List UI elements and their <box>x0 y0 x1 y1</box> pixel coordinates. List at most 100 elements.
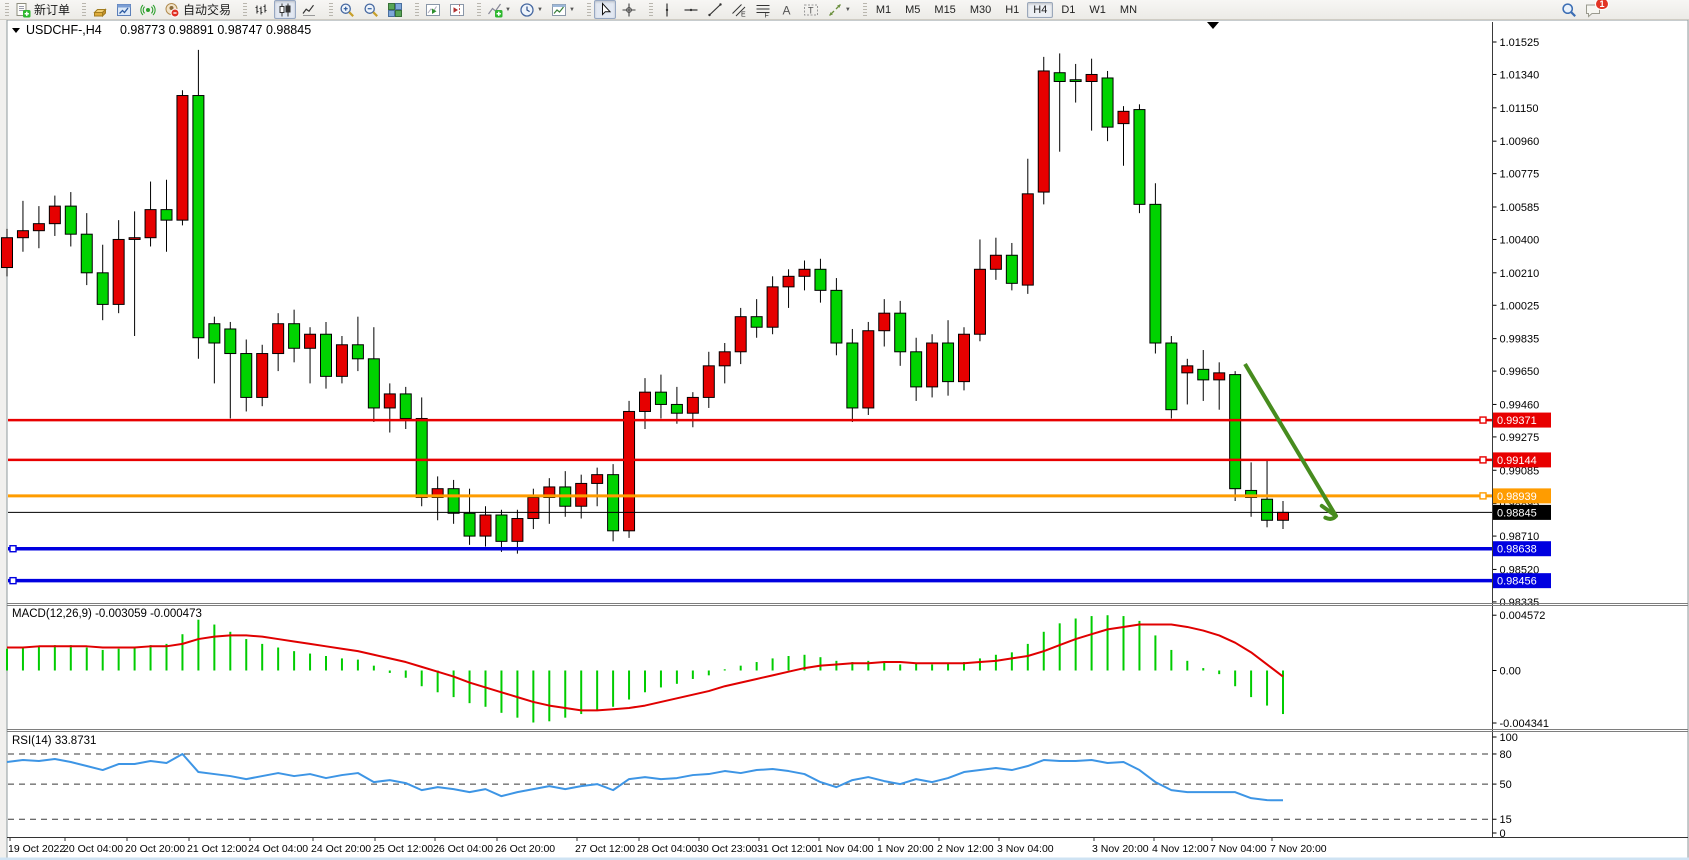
line-chart-button[interactable] <box>298 0 320 19</box>
collapse-chart-icon[interactable] <box>12 28 20 33</box>
chart-canvas[interactable]: 1.01525 1.01340 1.01150 1.00960 1.00775 1.005… <box>0 19 1689 860</box>
price-tick-label: 0.99650 <box>1500 366 1540 378</box>
line-anchor-handle[interactable] <box>1479 416 1487 424</box>
time-tick-label: 26 Oct 04:00 <box>433 843 493 855</box>
toolbar-grip[interactable] <box>5 2 9 17</box>
templates-button[interactable]: ▼ <box>548 0 578 19</box>
line-anchor-handle[interactable] <box>1479 456 1487 464</box>
indicators-button[interactable]: ▼ <box>484 0 514 19</box>
charts-window-button[interactable] <box>113 0 135 19</box>
price-tick-label: 0.99085 <box>1500 465 1540 477</box>
macd-scale-label: 0.00 <box>1500 666 1521 678</box>
notifications-button[interactable]: 1 <box>1582 0 1609 19</box>
signals-button[interactable] <box>137 0 159 19</box>
time-tick-label: 7 Nov 04:00 <box>1210 843 1267 855</box>
toolbar-group <box>582 0 644 19</box>
fibonacci-button[interactable]: F <box>752 0 774 19</box>
candle-body <box>367 358 380 409</box>
timeframe-h1[interactable]: H1 <box>1005 3 1020 16</box>
zoom-out-button[interactable] <box>360 0 382 19</box>
timeframe-w1[interactable]: W1 <box>1089 3 1106 16</box>
badge-text: 0.98939 <box>1497 491 1537 503</box>
time-tick-label: 19 Oct 2022 <box>8 843 65 855</box>
line-anchor-handle[interactable] <box>1479 492 1487 500</box>
notification-count-badge: 1 <box>1595 0 1609 10</box>
time-tick-label: 25 Oct 12:00 <box>373 843 433 855</box>
toolbar-group: 新订单 <box>0 0 77 19</box>
horizontal-line-button[interactable] <box>680 0 702 19</box>
line-anchor-handle[interactable] <box>9 545 17 553</box>
zoom-in-icon <box>340 2 355 17</box>
price-tick-label: 1.00025 <box>1500 300 1540 312</box>
price-tick-label: 1.00960 <box>1500 136 1540 148</box>
rsi-scale-label: 0 <box>1500 828 1506 840</box>
vertical-line-button[interactable] <box>656 0 678 19</box>
line-anchor-handle[interactable] <box>9 576 17 585</box>
candle-body <box>1165 342 1178 411</box>
new-order-button[interactable]: 新订单 <box>12 0 73 19</box>
timeframe-mn[interactable]: MN <box>1119 3 1138 16</box>
toolbar-grip[interactable] <box>477 2 482 17</box>
toolbar-grip[interactable] <box>586 2 591 17</box>
chart-shift-marker[interactable] <box>1207 22 1219 29</box>
auto-scroll-icon <box>426 3 441 16</box>
candle-chart-button[interactable] <box>274 0 297 19</box>
badge-text: 0.98456 <box>1497 576 1537 588</box>
toolbar-grip[interactable] <box>648 2 653 17</box>
market-watch-button[interactable] <box>89 0 111 19</box>
chart-shift-button[interactable] <box>446 0 468 19</box>
candle-body <box>32 223 45 232</box>
toolbar-grip[interactable] <box>329 2 334 17</box>
toolbar-grip[interactable] <box>415 2 420 17</box>
candle-body <box>846 342 859 409</box>
time-tick-label: 24 Oct 20:00 <box>311 843 371 855</box>
trendline-button[interactable] <box>704 0 726 19</box>
candle-body <box>80 233 93 274</box>
timeframe-m5[interactable]: M5 <box>905 3 921 16</box>
toolbar-grip[interactable] <box>243 2 248 17</box>
auto-scroll-button[interactable] <box>422 0 444 19</box>
timeframe-m1[interactable]: M1 <box>875 3 892 16</box>
text-button[interactable]: A <box>776 0 798 19</box>
arrow-line-object[interactable] <box>1243 362 1338 518</box>
toolbar-grip[interactable] <box>82 2 87 17</box>
price-tick-label: 1.01525 <box>1500 37 1540 49</box>
text-label-button[interactable]: T <box>800 0 822 19</box>
channel-icon: E <box>732 3 746 18</box>
symbol-period-label: USDCHF-,H4 <box>26 23 102 37</box>
candle-body <box>1261 498 1274 521</box>
equidistant-channel-button[interactable]: E <box>728 0 750 19</box>
badge-bg <box>1493 573 1551 589</box>
bar-chart-button[interactable] <box>250 0 272 19</box>
price-tick-label: 1.00210 <box>1500 268 1540 280</box>
svg-text:A: A <box>782 3 790 17</box>
candle-body <box>926 342 939 388</box>
chart-window[interactable] <box>6 19 1689 859</box>
timeframe-d1[interactable]: D1 <box>1061 3 1076 16</box>
autotrading-button[interactable]: 自动交易 <box>161 0 234 19</box>
toolbar-group <box>324 0 410 19</box>
badge-text: 0.98845 <box>1497 507 1537 519</box>
crosshair-button[interactable] <box>618 0 640 19</box>
candle-body <box>942 342 955 383</box>
candle-body <box>830 289 843 344</box>
candle-body <box>1197 368 1210 381</box>
search-button[interactable] <box>1558 0 1580 19</box>
macd-scale-label: -0.004341 <box>1500 718 1550 730</box>
toolbar-grip[interactable] <box>862 2 867 17</box>
main-toolbar: 新订单 自动交易 ▼ ▼ ▼ E F A T ▼ M1 M5 M15 M30 H1 H4 D1 W1 MN 1 <box>0 0 1689 20</box>
autotrading-icon <box>165 2 180 17</box>
cursor-button[interactable] <box>593 0 616 19</box>
periods-button[interactable]: ▼ <box>516 0 546 19</box>
zoom-out-icon <box>364 2 379 17</box>
tile-windows-button[interactable] <box>384 0 406 19</box>
candle-body <box>894 312 907 353</box>
timeframe-m15[interactable]: M15 <box>934 3 956 16</box>
timeframe-m30[interactable]: M30 <box>969 3 992 16</box>
timeframe-h4[interactable]: H4 <box>1027 1 1054 18</box>
time-tick-label: 20 Oct 20:00 <box>125 843 185 855</box>
candle-body <box>208 323 221 344</box>
arrows-button[interactable]: ▼ <box>824 0 854 19</box>
zoom-in-button[interactable] <box>336 0 358 19</box>
